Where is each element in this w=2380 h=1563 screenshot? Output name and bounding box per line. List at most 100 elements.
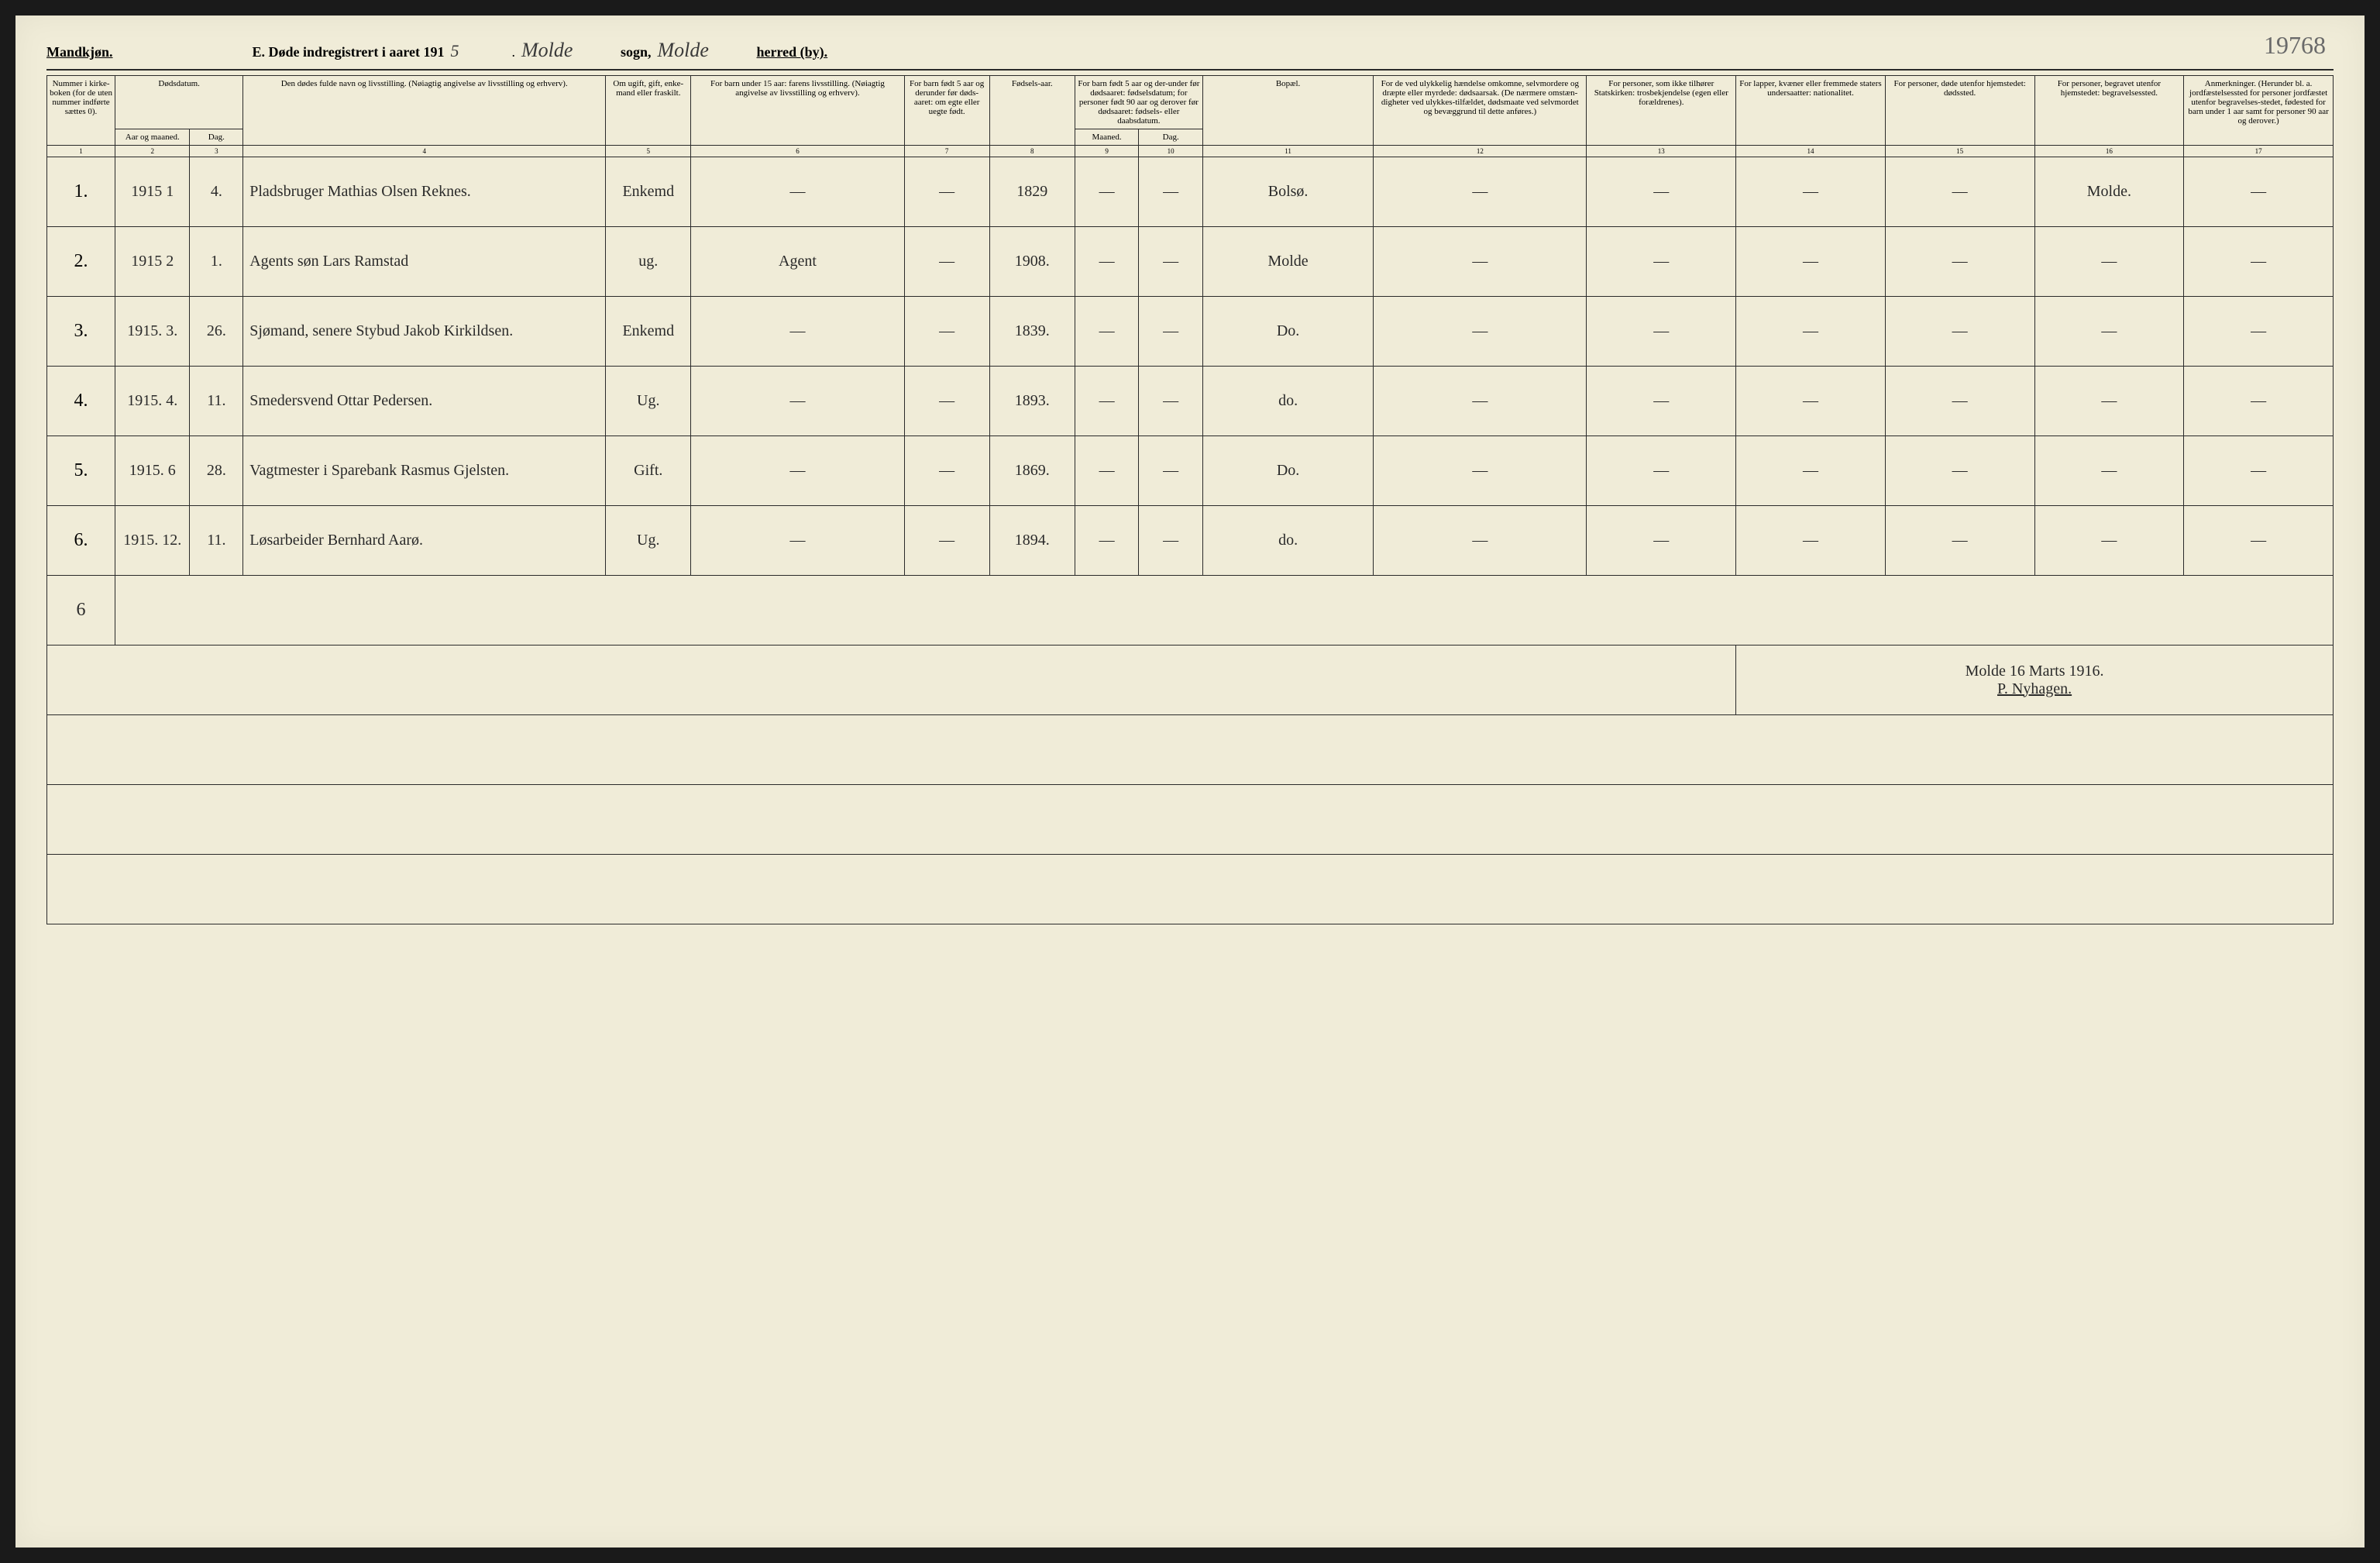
cell: — <box>691 506 904 576</box>
col-6: For barn under 15 aar: farens livsstilli… <box>691 76 904 146</box>
col-11: Bopæl. <box>1202 76 1373 146</box>
cell: — <box>1374 367 1587 436</box>
cell: — <box>1374 157 1587 227</box>
col-9: Maaned. <box>1075 129 1139 146</box>
table-row: 1.1915 14.Pladsbruger Mathias Olsen Rekn… <box>47 157 2334 227</box>
cell: — <box>1736 227 1886 297</box>
empty <box>47 646 1736 715</box>
herred-label: herred (by). <box>757 44 828 60</box>
cell: — <box>2184 157 2334 227</box>
cell: 1869. <box>989 436 1075 506</box>
tally-row: 6 <box>47 576 2334 646</box>
cell: — <box>1885 227 2034 297</box>
colnum: 13 <box>1587 146 1736 157</box>
cell: — <box>1139 436 1203 506</box>
col-5: Om ugift, gift, enke-mand eller fraskilt… <box>606 76 691 146</box>
cell: Løsarbeider Bernhard Aarø. <box>243 506 606 576</box>
cell: — <box>904 227 989 297</box>
table-row: 5.1915. 628.Vagtmester i Sparebank Rasmu… <box>47 436 2334 506</box>
empty <box>115 576 2334 646</box>
cell: — <box>691 157 904 227</box>
cell: 11. <box>190 367 243 436</box>
cell: — <box>691 367 904 436</box>
cell: — <box>1374 227 1587 297</box>
cell: 26. <box>190 297 243 367</box>
colnum: 4 <box>243 146 606 157</box>
cell: — <box>1139 367 1203 436</box>
table-head: Nummer i kirke-boken (for de uten nummer… <box>47 76 2334 157</box>
cell: Bolsø. <box>1202 157 1373 227</box>
cell: — <box>1587 367 1736 436</box>
cell: — <box>1075 297 1139 367</box>
cell: — <box>1374 436 1587 506</box>
cell: — <box>1736 367 1886 436</box>
cell: Enkemd <box>606 157 691 227</box>
cell: — <box>2034 297 2184 367</box>
cell: — <box>2184 297 2334 367</box>
cell: 4. <box>47 367 115 436</box>
cell: — <box>1587 506 1736 576</box>
cell: — <box>1587 227 1736 297</box>
cell: — <box>1885 157 2034 227</box>
cell: 1. <box>47 157 115 227</box>
cell: — <box>1374 297 1587 367</box>
cell: — <box>691 436 904 506</box>
empty <box>47 855 2334 924</box>
cell: 4. <box>190 157 243 227</box>
cell: — <box>1139 506 1203 576</box>
col-13: For personer, som ikke tilhører Statskir… <box>1587 76 1736 146</box>
cell: 11. <box>190 506 243 576</box>
cell: — <box>2034 436 2184 506</box>
col-2-group: Dødsdatum. <box>115 76 243 129</box>
cell: 1915. 3. <box>115 297 190 367</box>
cell: ug. <box>606 227 691 297</box>
cell: — <box>904 157 989 227</box>
cell: — <box>1587 157 1736 227</box>
cell: Pladsbruger Mathias Olsen Reknes. <box>243 157 606 227</box>
colnum: 6 <box>691 146 904 157</box>
empty-row <box>47 785 2334 855</box>
cell: — <box>904 367 989 436</box>
cell: Do. <box>1202 297 1373 367</box>
sogn-label: sogn, <box>621 44 652 60</box>
cell: — <box>1736 297 1886 367</box>
colnum: 8 <box>989 146 1075 157</box>
cell: Enkemd <box>606 297 691 367</box>
col-12: For de ved ulykkelig hændelse omkomne, s… <box>1374 76 1587 146</box>
table-row: 2.1915 21.Agents søn Lars Ramstadug.Agen… <box>47 227 2334 297</box>
cell: Ug. <box>606 506 691 576</box>
cell: — <box>1139 227 1203 297</box>
header: Mandkjøn. E. Døde indregistrert i aaret … <box>46 39 2334 63</box>
cell: — <box>1075 506 1139 576</box>
cell: — <box>1075 367 1139 436</box>
year-suffix: 5 <box>451 41 459 61</box>
cell: — <box>1885 297 2034 367</box>
cell: — <box>1587 297 1736 367</box>
cell: 6. <box>47 506 115 576</box>
cell: — <box>904 436 989 506</box>
gender-label: Mandkjøn. <box>46 44 113 60</box>
cell: — <box>1885 436 2034 506</box>
herred-value: Molde <box>658 39 751 63</box>
colnum: 7 <box>904 146 989 157</box>
signature: Molde 16 Marts 1916.P. Nyhagen. <box>1736 646 2334 715</box>
col-1: Nummer i kirke-boken (for de uten nummer… <box>47 76 115 146</box>
table-row: 3.1915. 3.26.Sjømand, senere Stybud Jako… <box>47 297 2334 367</box>
cell: 1915. 12. <box>115 506 190 576</box>
empty-row <box>47 855 2334 924</box>
cell: — <box>1885 506 2034 576</box>
col-2-dag: Dag. <box>190 129 243 146</box>
empty <box>47 785 2334 855</box>
register-table: Nummer i kirke-boken (for de uten nummer… <box>46 75 2334 924</box>
cell: 1915 2 <box>115 227 190 297</box>
cell: 1894. <box>989 506 1075 576</box>
cell: 3. <box>47 297 115 367</box>
cell: — <box>2184 367 2334 436</box>
cell: 1893. <box>989 367 1075 436</box>
col-17: Anmerkninger. (Herunder bl. a. jordfæste… <box>2184 76 2334 146</box>
cell: Vagtmester i Sparebank Rasmus Gjelsten. <box>243 436 606 506</box>
cell: 1915. 4. <box>115 367 190 436</box>
cell: — <box>2184 506 2334 576</box>
col-10: Dag. <box>1139 129 1203 146</box>
cell: — <box>691 297 904 367</box>
